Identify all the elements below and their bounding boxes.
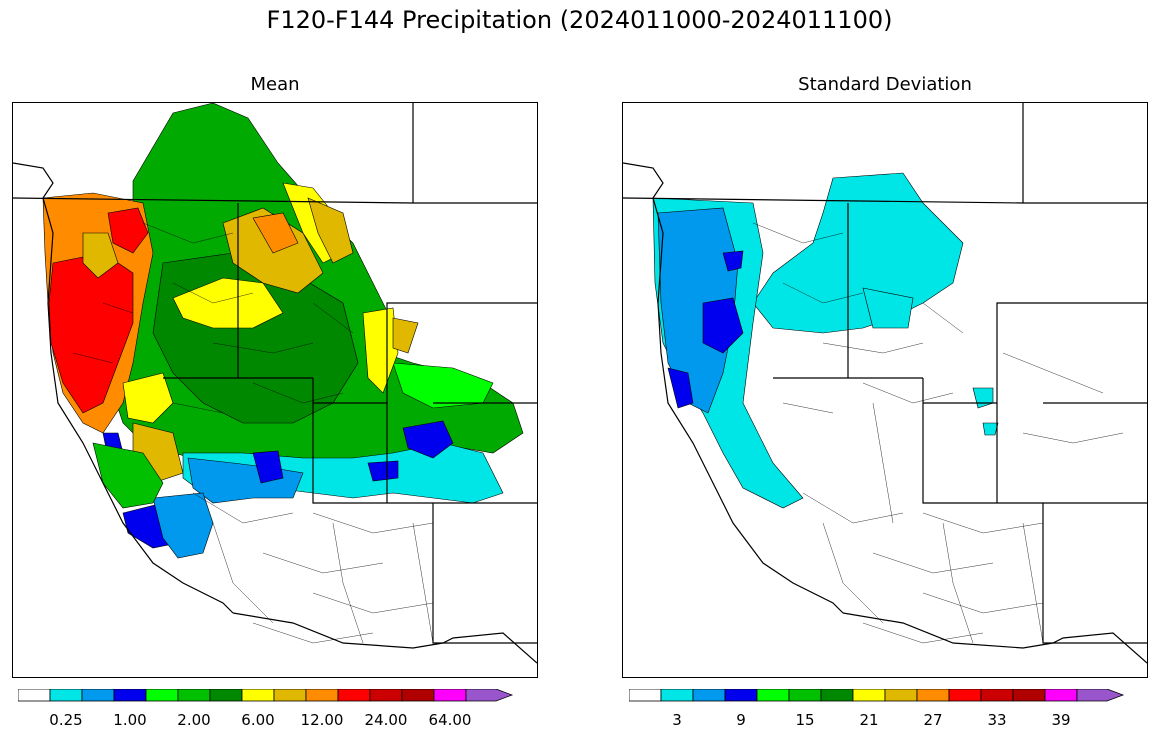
red-coast — [48, 252, 134, 414]
cyan-north — [752, 172, 964, 334]
std-colorbar-tick: 3 — [672, 711, 682, 729]
blue-coast-2 — [667, 367, 694, 409]
gold-band-2 — [307, 197, 354, 264]
std-colorbar-box-14 — [1076, 689, 1125, 702]
std-colorbar-box-0 — [629, 689, 662, 702]
cyan-east-patch — [862, 287, 914, 329]
mean-colorbar-tick: 1.00 — [113, 711, 147, 729]
mean-colorbar — [18, 689, 514, 702]
mean-colorbar-tick: 2.00 — [177, 711, 211, 729]
precip-fill-regions — [42, 103, 524, 559]
coastline — [13, 162, 234, 614]
std-colorbar-box-7 — [852, 689, 886, 702]
yellow-band-3 — [362, 307, 399, 394]
std-colorbar — [629, 689, 1125, 702]
std-colorbar-box-6 — [820, 689, 854, 702]
gold-coast — [82, 232, 119, 279]
mean-colorbar-box-14 — [465, 689, 514, 702]
blue-patch-3 — [367, 460, 399, 482]
mean-colorbar-box-13 — [433, 689, 467, 702]
mean-colorbar-tick: 64.00 — [428, 711, 472, 729]
political-borders — [13, 103, 537, 664]
mean-colorbar-tick: 6.00 — [241, 711, 275, 729]
gold-band-3 — [392, 317, 419, 354]
std-colorbar-box-8 — [884, 689, 918, 702]
blue-patch-2 — [402, 420, 454, 459]
std-colorbar-box-2 — [692, 689, 726, 702]
std-colorbar-box-4 — [756, 689, 790, 702]
std-colorbar-tick: 15 — [795, 711, 815, 729]
mean-colorbar-box-0 — [18, 689, 51, 702]
std-colorbar-tick: 21 — [859, 711, 879, 729]
mean-colorbar-tick: 24.00 — [364, 711, 408, 729]
mean-colorbar-box-4 — [145, 689, 179, 702]
yellow-band-2 — [172, 277, 284, 329]
mean-colorbar-tick: 12.00 — [300, 711, 344, 729]
std-colorbar-box-12 — [1012, 689, 1046, 702]
std-panel-title: Standard Deviation — [798, 74, 972, 95]
yellow-band-1 — [122, 372, 174, 424]
std-colorbar-tick: 9 — [736, 711, 746, 729]
mean-map — [12, 102, 538, 678]
basin-boundaries — [72, 222, 434, 644]
figure-title: F120-F144 Precipitation (2024011000-2024… — [266, 6, 893, 34]
mean-colorbar-ticks: 0.25 1.00 2.00 6.00 12.00 24.00 64.00 — [18, 711, 530, 731]
std-colorbar-box-3 — [724, 689, 758, 702]
red-north — [107, 207, 149, 254]
blue-coast-3 — [722, 250, 744, 272]
std-colorbar-box-10 — [948, 689, 982, 702]
mean-colorbar-box-12 — [401, 689, 435, 702]
std-colorbar-tick: 27 — [923, 711, 943, 729]
mean-colorbar-tick: 0.25 — [49, 711, 83, 729]
mean-colorbar-box-7 — [241, 689, 275, 702]
std-colorbar-ticks: 3 9 15 21 27 33 39 — [629, 711, 1141, 731]
std-fill-regions — [652, 172, 999, 509]
mean-panel-title: Mean — [250, 74, 300, 95]
mean-colorbar-box-5 — [177, 689, 211, 702]
mean-colorbar-box-2 — [81, 689, 115, 702]
std-colorbar-box-13 — [1044, 689, 1078, 702]
cyan-utah-patch — [972, 387, 994, 409]
blue-coast-1 — [702, 297, 744, 354]
mean-colorbar-box-8 — [273, 689, 307, 702]
std-colorbar-tick: 33 — [987, 711, 1007, 729]
mean-colorbar-box-11 — [369, 689, 403, 702]
std-colorbar-box-1 — [660, 689, 694, 702]
std-basin-boundaries — [752, 222, 1124, 644]
mean-colorbar-box-1 — [49, 689, 83, 702]
mean-colorbar-box-6 — [209, 689, 243, 702]
std-colorbar-box-11 — [980, 689, 1014, 702]
std-colorbar-box-9 — [916, 689, 950, 702]
blue-patch-1 — [252, 450, 284, 484]
std-colorbar-box-5 — [788, 689, 822, 702]
socal-lightblue — [152, 492, 214, 559]
cyan-south-patch — [982, 422, 999, 436]
std-map — [622, 102, 1148, 678]
mean-colorbar-box-3 — [113, 689, 147, 702]
std-colorbar-tick: 39 — [1051, 711, 1071, 729]
orange-band-1 — [252, 212, 299, 254]
mexico-border — [232, 612, 537, 664]
mean-colorbar-box-9 — [305, 689, 339, 702]
std-political-borders — [623, 103, 1147, 664]
mean-colorbar-box-10 — [337, 689, 371, 702]
lightblue-coast — [657, 207, 739, 414]
border-state-1 — [163, 203, 537, 644]
